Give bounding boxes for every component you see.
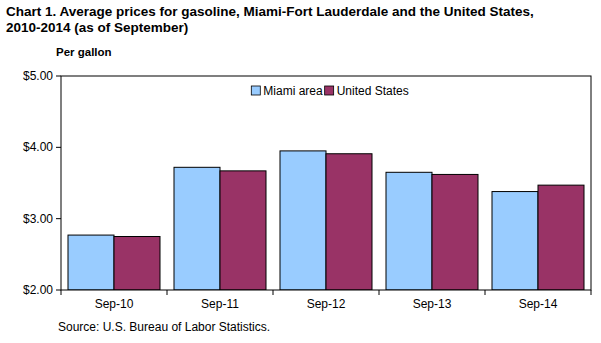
x-tick: [591, 290, 592, 295]
y-tick-label: $2.00: [23, 283, 53, 297]
bar: [68, 235, 114, 290]
bar: [326, 154, 372, 290]
x-tick-label: Sep-12: [307, 297, 346, 311]
x-tick-label: Sep-13: [413, 297, 452, 311]
legend-swatch: [325, 86, 334, 95]
y-tick-label: $5.00: [23, 69, 53, 83]
bar: [386, 172, 432, 290]
title: Chart 1. Average prices for gasoline, Mi…: [6, 4, 551, 36]
legend-label: United States: [337, 84, 409, 98]
chart: Per gallon $2.00 $3.00 $4.00 $5.00 Sep-10 Sep-…: [0, 0, 601, 343]
bar: [492, 192, 538, 290]
x-tick: [273, 290, 274, 295]
y-tick: [56, 290, 61, 291]
y-tick: [56, 147, 61, 148]
y-tick: [56, 218, 61, 219]
bar: [280, 151, 326, 290]
x-tick-label: Sep-11: [201, 297, 239, 311]
x-tick: [167, 290, 168, 295]
x-tick: [379, 290, 380, 295]
legend: Miami area United States: [251, 84, 408, 98]
bar: [174, 167, 220, 290]
x-tick-label: Sep-10: [95, 297, 134, 311]
source-note: Source: U.S. Bureau of Labor Statistics.: [58, 320, 270, 334]
y-label: Per gallon: [56, 46, 112, 58]
x-tick: [485, 290, 486, 295]
plot-frame: [61, 76, 591, 290]
bar: [220, 171, 266, 290]
bars: [68, 151, 584, 290]
bar: [114, 237, 160, 291]
x-tick-label: Sep-14: [519, 297, 558, 311]
legend-swatch: [251, 86, 260, 95]
bar: [432, 174, 478, 290]
y-tick-label: $4.00: [23, 140, 53, 154]
bar: [538, 185, 584, 290]
legend-label: Miami area: [263, 84, 323, 98]
y-tick-label: $3.00: [23, 212, 53, 226]
y-tick: [56, 76, 61, 77]
x-tick: [61, 290, 62, 295]
